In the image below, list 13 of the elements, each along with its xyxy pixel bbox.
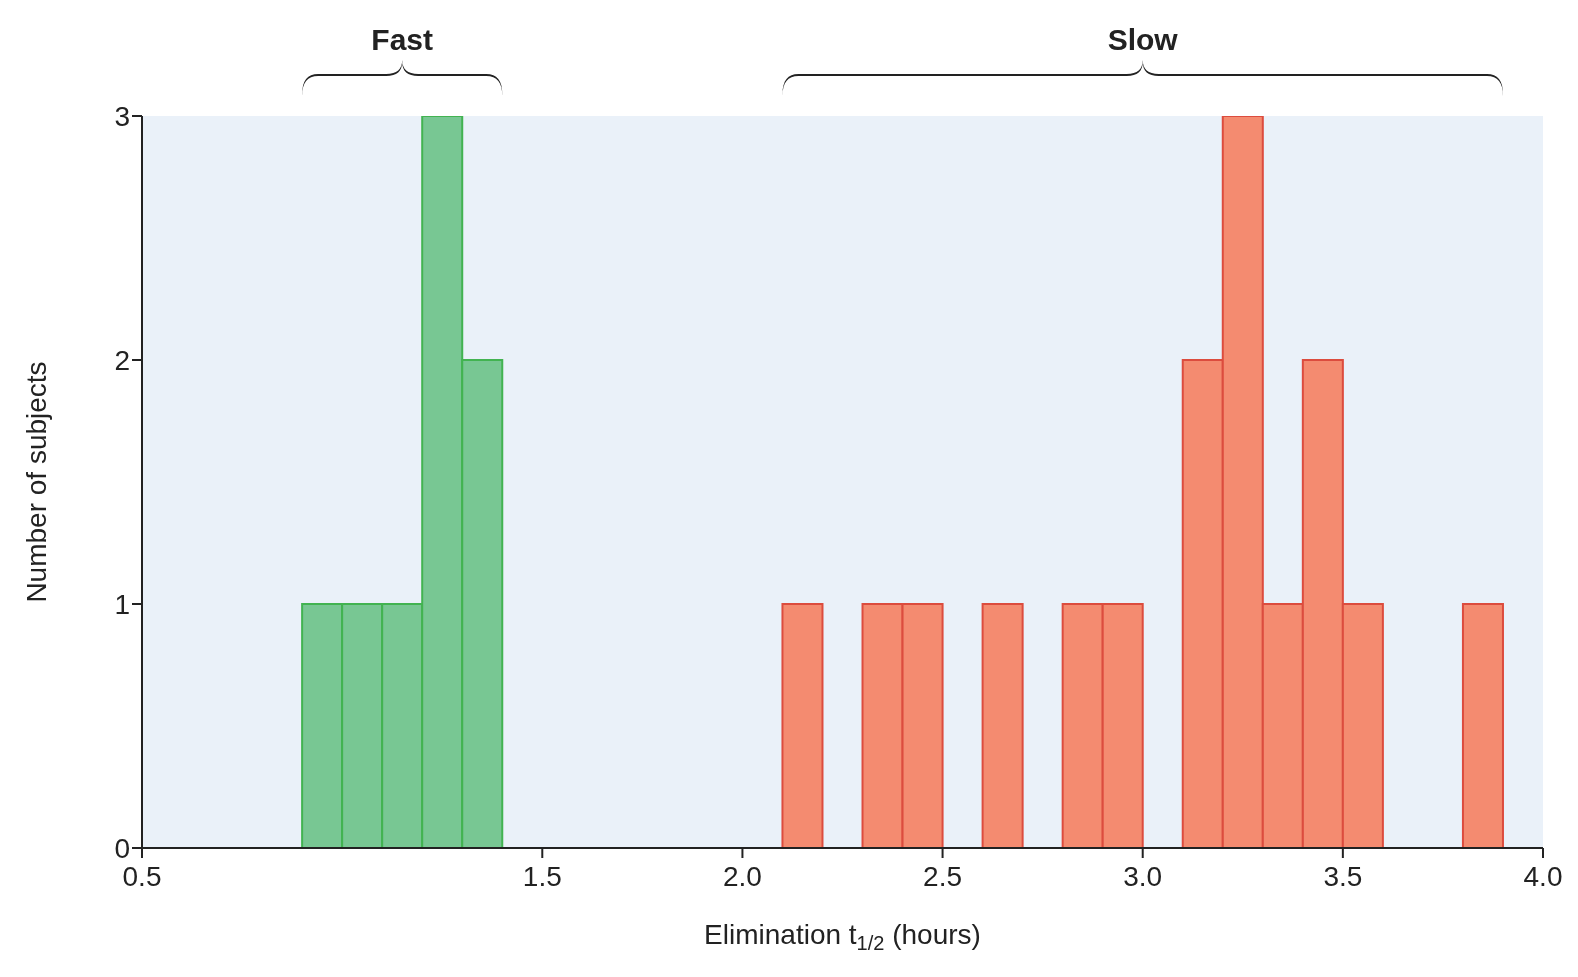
y-tick-label: 2 xyxy=(114,344,130,376)
y-axis-title: Number of subjects xyxy=(21,361,52,603)
text: Slow xyxy=(1107,23,1179,56)
x-tick-label: 3.5 xyxy=(1323,860,1363,892)
x-tick-label: 2.0 xyxy=(722,860,762,892)
x-tick-label: 4.0 xyxy=(1523,860,1563,892)
x-axis-title: Elimination t$_{1/2}$ (hours) xyxy=(704,919,981,954)
x-tick-label: 1.5 xyxy=(522,860,562,892)
x-tick-label: 2.5 xyxy=(923,860,963,892)
y-tick-label: 3 xyxy=(114,100,130,132)
text: Fast xyxy=(371,23,434,56)
y-tick-label: 1 xyxy=(114,588,130,620)
x-tick-label: 3.0 xyxy=(1123,860,1163,892)
